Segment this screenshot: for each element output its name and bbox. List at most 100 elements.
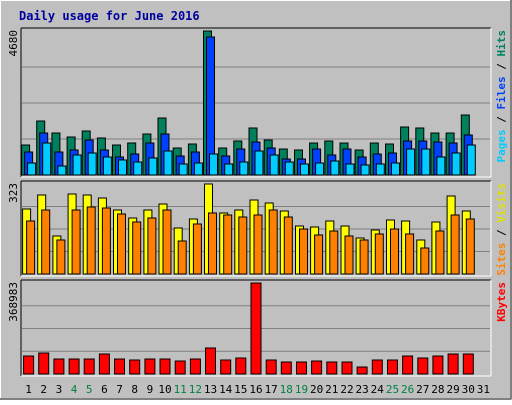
bar-sites-day-25: [390, 228, 399, 275]
bar-pages-day-7: [118, 159, 127, 176]
bar-pages-day-25: [391, 162, 400, 176]
bar-pages-day-28: [436, 156, 446, 176]
x-tick-label: 10: [158, 383, 171, 396]
bar-kbytes-day-6: [98, 353, 110, 375]
bar-pages-day-13: [209, 153, 218, 176]
bar-pages-day-30: [466, 144, 476, 176]
bar-kbytes-day-25: [387, 359, 398, 375]
x-tick-label: 19: [295, 383, 308, 396]
x-tick-label: 31: [477, 383, 490, 396]
bar-sites-day-21: [329, 230, 339, 275]
x-tick-label: 5: [86, 383, 93, 396]
x-tick-label: 13: [204, 383, 217, 396]
y-max-label: 368983: [7, 282, 20, 322]
bar-pages-day-5: [87, 152, 97, 176]
x-tick-label: 11: [174, 383, 187, 396]
bar-kbytes-day-10: [159, 358, 171, 375]
axis-label-part: /: [495, 110, 508, 130]
bar-pages-day-1: [27, 162, 37, 176]
bar-sites-day-1: [26, 220, 36, 275]
x-tick-label: 15: [234, 383, 247, 396]
x-tick-label: 20: [310, 383, 323, 396]
bar-sites-day-24: [374, 233, 384, 275]
panel-axis-label: Sites / Visits: [495, 183, 508, 276]
bar-sites-day-26: [405, 233, 415, 275]
bar-pages-day-27: [421, 148, 431, 176]
bar-kbytes-day-19: [296, 361, 307, 375]
bar-kbytes-day-21: [326, 361, 338, 375]
axis-label-part: /: [495, 57, 508, 77]
panel-hits-files-pages: 4680 Pages / Files / Hits: [7, 27, 508, 178]
axis-label-part: Visits: [495, 183, 508, 223]
bar-sites-day-4: [71, 209, 81, 275]
bar-pages-day-3: [57, 165, 67, 176]
bar-sites-day-8: [132, 221, 142, 275]
bar-kbytes-day-7: [114, 358, 125, 375]
x-tick-label: 24: [371, 383, 385, 396]
x-tick-label: 22: [340, 383, 353, 396]
bar-pages-day-18: [284, 161, 294, 176]
bar-sites-day-17: [268, 209, 278, 275]
axis-label-part: Files: [495, 76, 508, 109]
bar-pages-day-16: [254, 150, 264, 176]
bar-kbytes-day-30: [462, 353, 474, 375]
bar-kbytes-day-26: [402, 355, 414, 375]
chart-panels: 4680 Pages / Files / Hits 323 Sites / Visit…: [7, 27, 508, 377]
bar-kbytes-day-24: [371, 359, 383, 375]
x-tick-label: 23: [355, 383, 368, 396]
bar-kbytes-day-23: [356, 366, 368, 375]
bar-pages-day-15: [239, 161, 249, 176]
bar-kbytes-day-11: [174, 360, 186, 375]
axis-label-part: /: [495, 223, 508, 243]
bar-pages-day-26: [406, 148, 416, 176]
bar-sites-day-20: [314, 234, 324, 275]
bar-pages-day-4: [72, 154, 82, 176]
x-tick-label: 27: [416, 383, 429, 396]
bar-kbytes-day-5: [83, 358, 95, 375]
series-kbytes: [23, 282, 474, 375]
x-tick-label: 9: [147, 383, 154, 396]
bar-sites-day-16: [253, 214, 263, 275]
bar-kbytes-day-8: [129, 359, 141, 375]
y-max-label: 323: [7, 183, 20, 203]
bar-pages-day-9: [148, 157, 158, 176]
axis-label-part: Sites: [495, 243, 508, 276]
bar-pages-day-21: [330, 160, 340, 176]
bar-sites-day-14: [223, 214, 233, 275]
panel-axis-label: KBytes: [495, 282, 508, 322]
x-tick-label: 4: [71, 383, 78, 396]
bar-kbytes-day-9: [144, 358, 156, 375]
bar-sites-day-11: [177, 240, 187, 275]
y-max-label: 4680: [7, 30, 20, 57]
x-tick-label: 14: [219, 383, 233, 396]
bar-sites-day-19: [299, 228, 308, 275]
bar-pages-day-22: [345, 163, 355, 176]
bar-kbytes-day-22: [341, 361, 353, 375]
axis-label-part: KBytes: [495, 282, 508, 322]
bar-sites-day-2: [41, 209, 51, 275]
x-tick-label: 26: [401, 383, 414, 396]
x-tick-label: 12: [189, 383, 202, 396]
bar-pages-day-10: [163, 150, 173, 176]
x-tick-label: 2: [40, 383, 47, 396]
bar-pages-day-2: [42, 142, 52, 176]
bar-kbytes-day-17: [265, 359, 277, 375]
panel-visits-sites: 323 Sites / Visits: [7, 180, 508, 277]
x-tick-label: 7: [116, 383, 123, 396]
bar-kbytes-day-1: [23, 355, 35, 375]
bar-sites-day-7: [117, 213, 126, 275]
axis-label-part: Hits: [495, 30, 508, 57]
bar-sites-day-30: [465, 218, 475, 275]
bar-pages-day-8: [133, 161, 143, 176]
x-tick-label: 25: [386, 383, 399, 396]
x-tick-label: 6: [101, 383, 108, 396]
bar-kbytes-day-15: [235, 357, 247, 375]
bar-sites-day-12: [192, 223, 202, 275]
bar-sites-day-27: [420, 247, 430, 275]
bar-sites-day-10: [162, 209, 172, 275]
bar-pages-day-20: [315, 162, 325, 176]
bar-sites-day-5: [86, 206, 96, 275]
x-tick-label: 16: [249, 383, 262, 396]
bar-sites-day-29: [450, 214, 460, 275]
